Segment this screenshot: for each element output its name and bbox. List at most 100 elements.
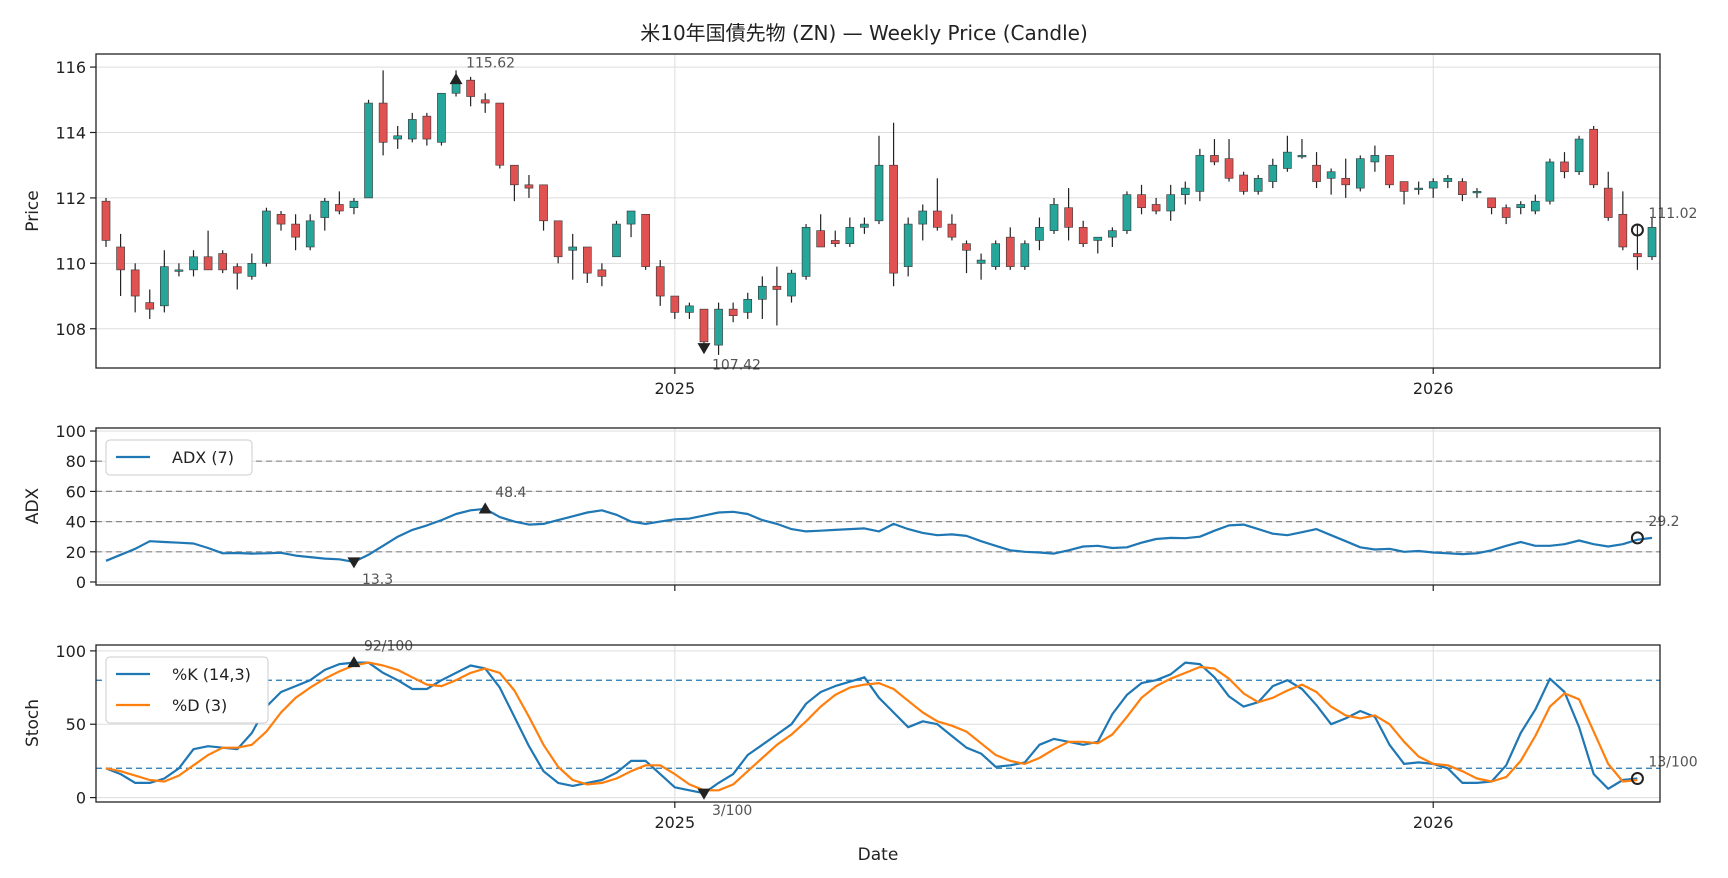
candle-body [714,308,723,346]
price-y-tick-label: 108 [55,320,86,339]
adx-threshold-lines [96,460,1660,553]
candle [1633,224,1642,270]
candle [524,175,534,198]
candle [1399,181,1409,205]
candle [685,302,694,319]
candle-body [364,102,373,199]
candle [116,233,125,297]
candle [1516,201,1526,215]
candle [874,135,884,225]
candle-body [451,83,461,94]
stoch-annotation-label: 3/100 [712,803,752,819]
candle [801,224,811,280]
candle-body [1618,213,1628,248]
candle-body [1195,155,1205,192]
stoch-plot-frame [95,644,1661,803]
adx-panel: 13.3 48.4 29.2 0 20 40 60 80 100 ADX (7) ADX [23,422,1680,592]
candle [714,302,723,355]
candle [203,230,213,271]
candle [1064,188,1073,241]
candle [320,197,330,231]
candle [364,99,373,199]
price-annotations: 115.62 107.42 111.02 [449,56,1697,374]
candle-body [1268,164,1278,182]
candle-body [1428,181,1438,189]
price-y-ticks: 108 110 112 114 116 [55,58,96,339]
stoch-d-line [105,661,1638,792]
price-candles [101,70,1657,355]
candle [918,204,928,241]
price-x-tick-label: 2025 [654,379,695,398]
candle-body [320,200,330,218]
candle-body [1603,187,1613,218]
price-y-tick-label: 110 [55,254,86,273]
candle-body [1545,161,1555,202]
candle-body [1589,128,1598,186]
candle [335,191,344,215]
candle [1253,175,1263,195]
stoch-x-tick-label: 2025 [654,813,695,832]
candle [947,214,957,241]
candle [1297,139,1307,159]
candle-body [1093,236,1103,241]
stoch-y-tick-label: 0 [76,789,86,808]
candle [597,263,607,287]
adx-y-tick-label: 0 [76,573,86,592]
candle [933,178,942,231]
candle-body [1647,227,1657,258]
chart-title: 米10年国債先物 (ZN) — Weekly Price (Candle) [640,21,1088,45]
candle-body [728,308,738,316]
candle-body [130,269,140,297]
candle-body [276,213,286,225]
candle-body [393,135,403,140]
candle [407,112,417,143]
price-annotation-label: 107.42 [712,358,761,374]
candle [655,260,665,306]
candle-body [262,210,271,264]
candle-body [933,210,942,228]
candle [262,207,271,267]
adx-y-tick-label: 60 [66,482,86,501]
candle [568,233,578,280]
candle-body [597,269,607,277]
candle-body [1122,194,1132,231]
stoch-panel: 92/100 3/100 13/100 0 50 100 2025 2026 %K (14… [23,639,1698,832]
candle-body [626,210,636,225]
candle [393,125,403,149]
candle-body [582,246,592,274]
candle-body [1224,158,1234,179]
adx-y-tick-label: 40 [66,513,86,532]
candle [962,240,971,274]
candle [218,250,227,274]
stoch-x-ticks: 2025 2026 [654,802,1454,832]
candle-body [1151,204,1161,212]
candle [1414,181,1423,195]
candle [641,213,650,270]
candle-body [889,164,898,274]
candle-body [1414,187,1423,190]
candle [699,308,709,349]
adx-legend: ADX (7) [105,439,253,476]
candle [1151,197,1161,215]
candle [189,250,198,277]
candle-body [962,243,971,251]
candle [1472,188,1482,198]
candle [1326,168,1336,195]
candle [1268,158,1278,189]
candle-body [232,266,242,274]
candle-body [1035,227,1044,241]
candle-body [1574,138,1584,173]
candle-body [1297,155,1307,158]
candle [1385,155,1394,189]
candle-body [816,230,825,248]
adx-trough-marker [347,557,361,569]
stoch-legend-k-label: %K (14,3) [172,665,251,684]
candle-body [1180,187,1190,195]
stoch-y-ticks: 0 50 100 [55,642,96,808]
candle [510,164,519,202]
price-y-label: Price [23,190,43,231]
price-peak-marker [449,73,463,85]
price-x-ticks: 2025 2026 [654,368,1454,398]
candle [1137,184,1146,215]
